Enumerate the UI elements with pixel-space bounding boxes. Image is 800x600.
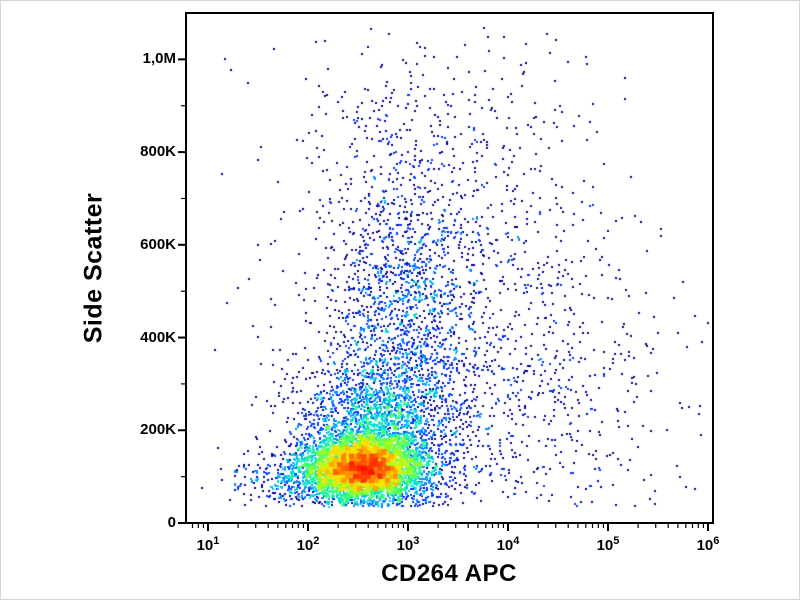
y-axis-title: Side Scatter [79, 192, 108, 344]
y-tick-label: 800K [140, 143, 176, 161]
x-tick-label: 101 [196, 535, 220, 554]
y-tick-label: 400K [140, 328, 176, 346]
y-tick-label: 600K [140, 235, 176, 253]
scatter-points-canvas [186, 13, 713, 523]
x-tick-label: 102 [296, 535, 320, 554]
x-tick-label: 103 [396, 535, 420, 554]
x-tick-label: 104 [496, 535, 520, 554]
y-tick-label: 200K [140, 421, 176, 439]
x-tick-label: 106 [696, 535, 720, 554]
y-tick-label: 0 [167, 514, 176, 531]
x-axis-title: CD264 APC [381, 560, 517, 587]
y-tick-label: 1,0M [142, 50, 176, 68]
x-tick-label: 105 [596, 535, 620, 554]
